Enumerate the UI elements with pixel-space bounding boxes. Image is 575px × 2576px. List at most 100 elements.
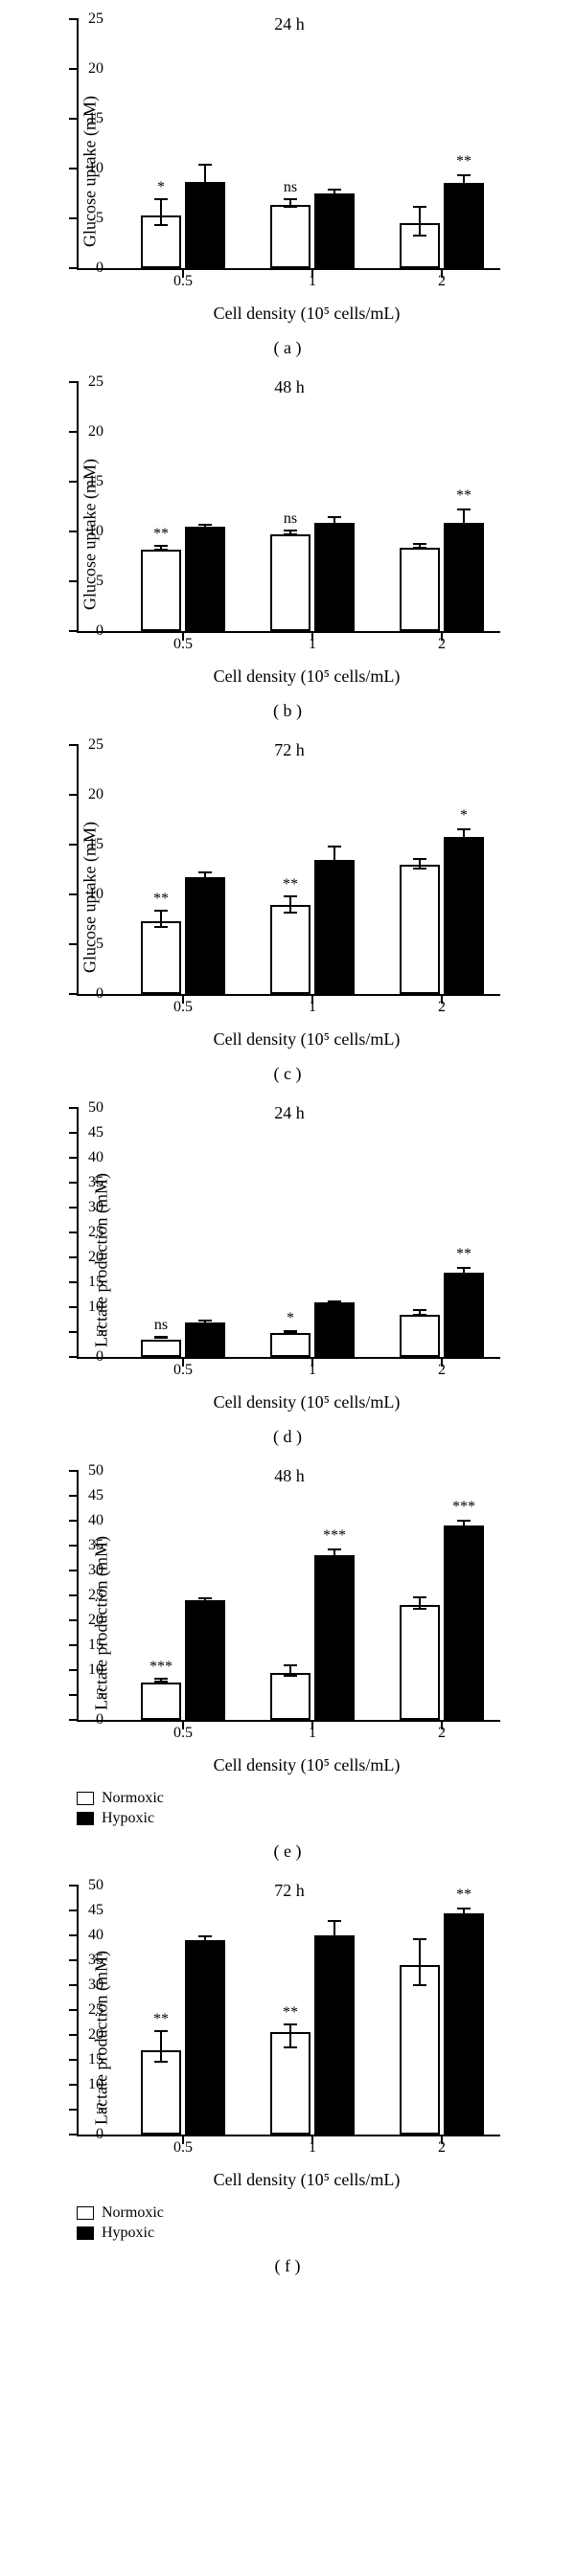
bar-normoxic	[141, 1340, 181, 1357]
x-axis-title: Cell density (10⁵ cells/mL)	[77, 667, 537, 687]
bar-normoxic	[400, 865, 440, 994]
legend-item: Normoxic	[77, 1790, 575, 1807]
significance-marker: ***	[452, 1499, 475, 1516]
error-bar	[160, 910, 162, 929]
bar-hypoxic	[185, 1600, 225, 1720]
bar-hypoxic	[185, 877, 225, 994]
x-axis-tick-label: 0.5	[173, 2139, 193, 2157]
plot-area: 72 h0.5**1**2*	[77, 745, 500, 996]
error-bar	[463, 1908, 465, 1916]
plot-area: 48 h0.5***1***2***	[77, 1471, 500, 1722]
x-axis-title: Cell density (10⁵ cells/mL)	[77, 1029, 537, 1050]
panel-sublabel: ( c )	[0, 1064, 575, 1084]
error-bar	[334, 846, 335, 871]
x-axis-tick-label: 1	[309, 999, 316, 1016]
chart-title: 24 h	[274, 14, 305, 34]
x-axis-tick-label: 1	[309, 2139, 316, 2157]
legend-label: Normoxic	[102, 1790, 164, 1807]
chart-panel-a: 0510152025Glucose uptake (mM)24 h0.5*1ns…	[77, 19, 537, 324]
significance-marker: *	[157, 179, 165, 196]
chart-title: 72 h	[274, 740, 305, 760]
bar-normoxic	[400, 1315, 440, 1357]
error-bar	[160, 1678, 162, 1683]
significance-marker: ***	[150, 1659, 172, 1676]
bar-normoxic	[270, 205, 310, 268]
x-axis-title: Cell density (10⁵ cells/mL)	[77, 2170, 537, 2190]
error-bar	[204, 1597, 206, 1603]
bar-normoxic	[141, 550, 181, 631]
panel-sublabel: ( d )	[0, 1427, 575, 1447]
significance-marker: **	[456, 153, 472, 170]
plot-area: 24 h0.5*1ns2**	[77, 19, 500, 270]
x-axis-tick-label: 0.5	[173, 273, 193, 290]
error-bar	[334, 516, 335, 527]
panel-sublabel: ( e )	[0, 1842, 575, 1862]
error-bar	[289, 895, 291, 914]
legend: NormoxicHypoxic	[77, 1790, 575, 1827]
bar-hypoxic	[314, 1935, 355, 2135]
error-bar	[419, 1309, 421, 1317]
bar-hypoxic	[314, 1555, 355, 1720]
error-bar	[463, 174, 465, 190]
error-bar	[160, 545, 162, 551]
error-bar	[289, 1664, 291, 1677]
panel-sublabel: ( f )	[0, 2256, 575, 2276]
error-bar	[463, 1267, 465, 1277]
significance-marker: **	[153, 526, 169, 543]
x-axis-tick-label: 2	[438, 273, 446, 290]
bar-normoxic	[400, 1605, 440, 1720]
significance-marker: *	[460, 807, 468, 825]
error-bar	[204, 524, 206, 530]
error-bar	[160, 1336, 162, 1339]
chart-panel-d: 05101520253035404550Lactate production (…	[77, 1108, 537, 1412]
bar-hypoxic	[444, 1273, 484, 1357]
x-axis-tick-label: 2	[438, 2139, 446, 2157]
bar-hypoxic	[444, 1525, 484, 1720]
x-axis-tick-label: 0.5	[173, 1725, 193, 1742]
chart-title: 24 h	[274, 1103, 305, 1123]
chart-panel-f: 05101520253035404550Lactate production (…	[77, 1886, 537, 2190]
bar-normoxic	[141, 2050, 181, 2135]
legend-swatch	[77, 1812, 94, 1825]
plot-area: 48 h0.5**1ns2**	[77, 382, 500, 633]
significance-marker: ***	[323, 1527, 346, 1545]
bar-hypoxic	[185, 527, 225, 631]
bar-normoxic	[270, 1673, 310, 1720]
significance-marker: **	[283, 876, 298, 893]
significance-marker: ns	[154, 1317, 168, 1334]
significance-marker: **	[456, 1246, 472, 1263]
bar-hypoxic	[314, 1302, 355, 1357]
bar-normoxic	[400, 1965, 440, 2135]
x-axis-title: Cell density (10⁵ cells/mL)	[77, 1392, 537, 1412]
bar-hypoxic	[444, 523, 484, 631]
significance-marker: **	[456, 487, 472, 505]
bar-hypoxic	[444, 1913, 484, 2135]
bar-hypoxic	[185, 1940, 225, 2135]
significance-marker: ns	[284, 510, 297, 528]
legend-label: Hypoxic	[102, 2225, 154, 2242]
significance-marker: **	[153, 2011, 169, 2028]
error-bar	[204, 871, 206, 882]
bar-hypoxic	[314, 523, 355, 631]
error-bar	[334, 189, 335, 197]
error-bar	[160, 198, 162, 226]
panel-sublabel: ( a )	[0, 338, 575, 358]
error-bar	[419, 858, 421, 870]
error-bar	[463, 828, 465, 844]
error-bar	[334, 1300, 335, 1304]
x-axis-tick-label: 0.5	[173, 999, 193, 1016]
legend: Normoxic Hypoxic	[77, 2204, 575, 2242]
bar-normoxic	[141, 1683, 181, 1720]
chart-panel-b: 0510152025Glucose uptake (mM)48 h0.5**1n…	[77, 382, 537, 687]
panel-sublabel: ( b )	[0, 701, 575, 721]
bar-hypoxic	[314, 860, 355, 994]
x-axis-tick-label: 1	[309, 273, 316, 290]
error-bar	[289, 198, 291, 207]
legend-item: Normoxic	[77, 2204, 575, 2222]
bar-hypoxic	[444, 837, 484, 994]
significance-marker: **	[153, 891, 169, 908]
error-bar	[419, 206, 421, 237]
bar-hypoxic	[185, 182, 225, 268]
bar-normoxic	[400, 223, 440, 268]
plot-area: 24 h0.5ns1*2**	[77, 1108, 500, 1359]
